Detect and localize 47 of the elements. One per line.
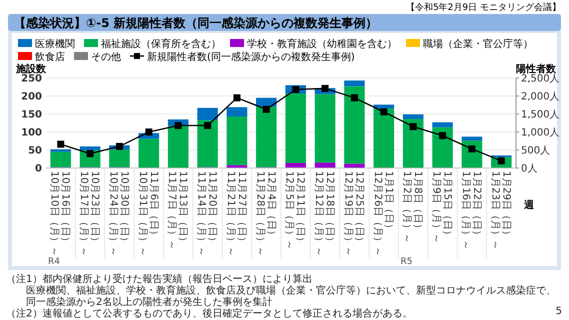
legend-label: 職場（企業・官公庁等） [423,38,533,50]
legend-label: 学校・教育施設（幼稚園を含む） [247,38,397,50]
x-tick-label: 1月16日（月）～ 1月22日（日） [460,171,482,250]
legend-label: 福祉施設（保育所を含む） [101,38,221,50]
x-tick-label: 1月2日（月）～ 1月8日（日） [401,171,424,244]
x-tick-label: 12月12日（月）～ 12月18日（日） [313,171,336,256]
x-tick-label: 11月7日（月）～ 11月13日（日） [166,171,188,250]
y2-axis-title: 陽性者数 [516,63,557,75]
y2-tick-label: 2,500人 [521,74,560,84]
legend-label: 医療機関 [35,38,75,50]
y-tick-label: 200 [21,92,42,102]
x-tick-label: 11月14日（月）～ 11月20日（日） [196,171,218,256]
text: 同一感染源から2名以上の陽性者が発生した事例を集計 [26,296,272,308]
x-tick-label: 10月24日（月）～ 10月30日（日） [107,171,130,256]
text: （注2）速報値として公表するものであり、後日確定データとして修正される場合がある。 [6,308,412,320]
y2-tick-label: 500人 [521,146,550,156]
legend-label: その他 [91,51,121,63]
y2-tick-label: 0人 [521,164,538,174]
x-tick-label: 12月19日（月）～ 12月25日（日） [342,171,364,256]
y-tick-label: 150 [21,110,42,120]
legend-label: 新規陽性者数(同一感染源からの複数発生事例) [147,51,355,63]
x-tick-label: 10月31日（月）～ 11月6日（日） [136,171,159,256]
y2-tick-label: 1,500人 [521,110,560,120]
y-tick-label: 50 [28,146,42,156]
text: （注1）都内保健所より受けた報告実績（報告日ベース）により算出 [6,273,312,285]
y-tick-label: 0 [35,164,42,174]
text: 医療機関、福祉施設、学校・教育施設、飲食店及び職場（企業・官公庁等）において、新型コロナウイルス感染症で、 [26,284,556,296]
x-tick-label: 11月21日（月）～ 11月27日（日） [224,171,247,256]
text: 【令和5年2月9日 モニタリング会議】 [406,2,561,13]
text: R5 [400,257,412,267]
x-tick-label: 12月5日（月）～ 12月11日（日） [284,171,306,250]
x-tick-label: 10月10日（月）～ 10月16日（日） [48,171,71,256]
text: R4 [48,257,60,267]
y-tick-label: 250 [21,74,42,84]
y2-tick-label: 1,000人 [521,128,560,138]
y-axis-title: 施設数 [15,63,47,75]
x-tick-label: 1月23日（月）～ 1月29日（日） [489,171,512,250]
text: 5 [556,306,562,317]
legend-label: 飲食店 [35,51,65,63]
x-tick-label: 1月9日（月）～ 1月15日（日） [430,171,453,244]
x-tick-label: 11月28日（月）～ 12月4日（日） [254,171,276,256]
x-tick-label: 12月26日（月）～ 1月1日（日） [372,171,394,256]
chart-title: 【感染状況】①-5 新規陽性者数（同一感染源からの複数発生事例） [14,16,378,30]
y-tick-label: 100 [21,128,42,138]
x-tick-label: 10月17日（月）～ 10月23日（日） [78,171,100,256]
x-axis-title: 週 [523,199,535,211]
y2-tick-label: 2,000人 [521,92,560,102]
